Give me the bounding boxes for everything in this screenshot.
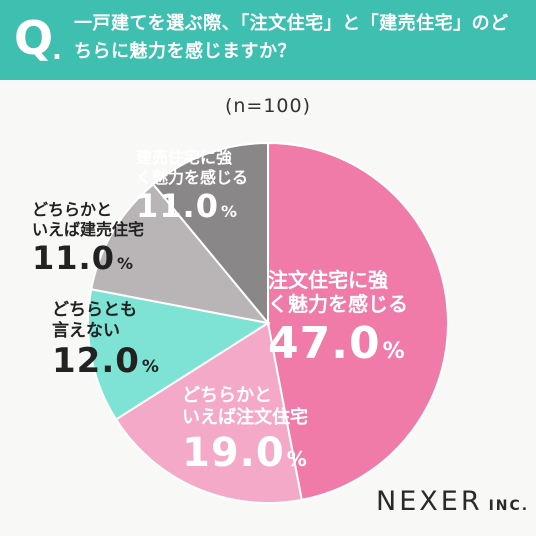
slice-value-unit: % (116, 254, 133, 274)
slice-label-text: いえば注文住宅 (182, 406, 308, 428)
slice-label: 建売住宅に強 く魅力を感じる 11.0% (136, 148, 248, 226)
slice-value: 11.0% (32, 239, 144, 278)
slice-value-number: 12.0 (52, 341, 140, 382)
pie-slice (267, 141, 449, 501)
sample-size-label: (n=100) (224, 95, 312, 117)
slice-label: どちらかと いえば建売住宅 11.0% (32, 200, 144, 278)
brand-suffix: INC. (488, 498, 530, 514)
slice-value: 11.0% (136, 187, 248, 226)
slice-value-unit: % (141, 357, 159, 378)
slice-label: 注文住宅に強 く魅力を感じる 47.0% (268, 268, 408, 370)
pie-slice (114, 321, 303, 504)
slice-value-unit: % (382, 338, 405, 364)
slice-value-unit: % (286, 446, 307, 471)
slice-label-text: どちらとも (52, 300, 137, 320)
slice-value: 47.0% (268, 317, 408, 371)
pie-slice (87, 288, 271, 421)
slice-value: 19.0% (182, 429, 308, 478)
slice-value: 12.0% (52, 341, 159, 382)
question-q-letter: Q (14, 11, 54, 65)
brand-name: NEXER (376, 486, 483, 517)
slice-label-text: 注文住宅に強 (268, 268, 388, 292)
question-banner: Q . 一戸建てを選ぶ際、「注文住宅」と「建売住宅」のどちらに魅力を感じますか？ (0, 0, 536, 80)
slice-value-number: 19.0 (182, 429, 285, 476)
slice-label-text: どちらかと (32, 200, 113, 219)
slice-value-unit: % (220, 202, 237, 222)
question-q-dot: . (52, 36, 62, 66)
slice-label-text: く魅力を感じる (136, 167, 249, 187)
slice-value-number: 11.0 (32, 239, 115, 278)
slice-label-text: どちらかと (182, 385, 272, 406)
slice-label-text: 建売住宅に強 (136, 148, 233, 167)
pie-slice (151, 141, 269, 326)
brand-logo: NEXER INC. (376, 486, 529, 517)
slice-label: どちらとも 言えない 12.0% (52, 300, 159, 383)
slice-label-text: いえば建売住宅 (32, 219, 145, 239)
question-text: 一戸建てを選ぶ際、「注文住宅」と「建売住宅」のどちらに魅力を感じますか？ (74, 13, 509, 62)
pie-slice (90, 182, 271, 325)
slice-label-text: く魅力を感じる (268, 292, 408, 317)
slice-label: どちらかと いえば注文住宅 19.0% (182, 385, 308, 478)
slice-label-text: 言えない (52, 320, 120, 341)
slice-value-number: 47.0 (268, 317, 381, 369)
slice-value-number: 11.0 (136, 187, 219, 226)
